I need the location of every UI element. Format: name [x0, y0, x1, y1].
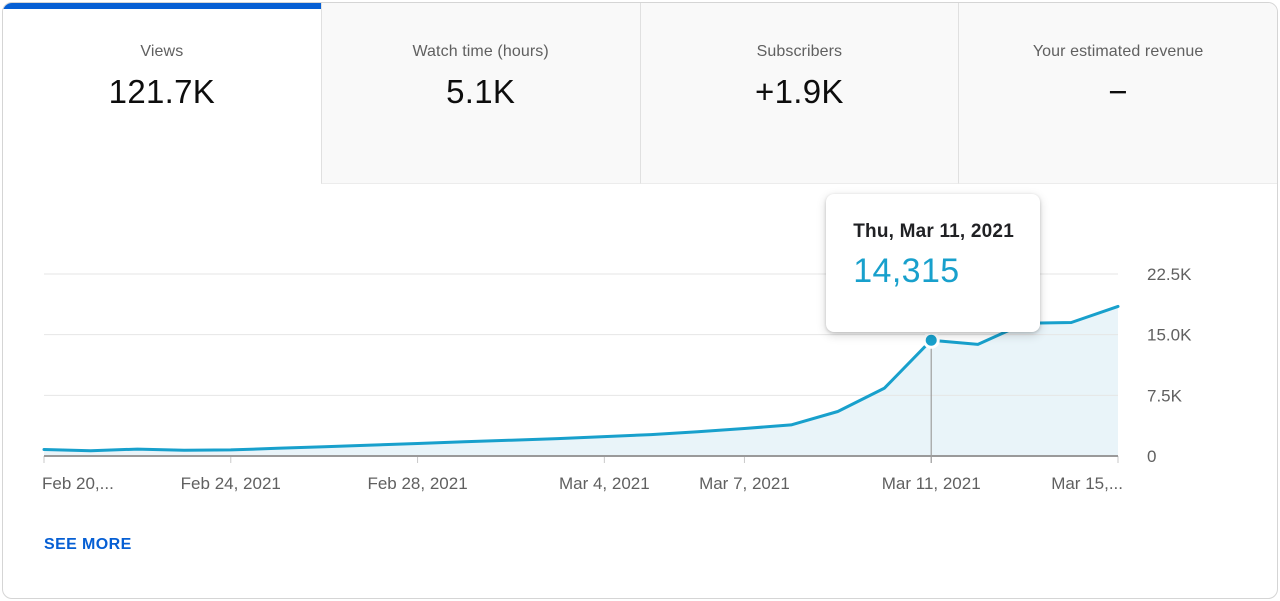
tab-value: 5.1K	[446, 73, 516, 110]
active-tab-indicator	[3, 3, 321, 9]
metric-tabs: Views 121.7K Watch time (hours) 5.1K Sub…	[3, 3, 1277, 184]
tab-label: Views	[140, 43, 184, 60]
y-axis-label: 15.0K	[1147, 326, 1192, 345]
tab-label: Subscribers	[756, 43, 843, 60]
y-axis-label: 0	[1147, 447, 1156, 466]
tab-subscribers[interactable]: Subscribers +1.9K	[639, 3, 959, 184]
tab-estimated-revenue[interactable]: Your estimated revenue −	[958, 3, 1277, 184]
tooltip-value: 14,315	[853, 252, 960, 291]
tab-label: Watch time (hours)	[412, 43, 549, 60]
tab-value: +1.9K	[755, 73, 844, 110]
tab-value: 121.7K	[108, 73, 216, 110]
y-axis-label: 7.5K	[1147, 386, 1183, 405]
tab-watch-time[interactable]: Watch time (hours) 5.1K	[320, 3, 640, 184]
chart-area-fill	[44, 306, 1118, 456]
views-line-chart[interactable]: 0 7.5K 15.0K 22.5K Feb 20,... Feb 24, 2021 Feb…	[3, 184, 1277, 506]
x-axis-label: Mar 4, 2021	[559, 474, 650, 493]
tab-value: −	[1108, 73, 1128, 110]
x-axis-label: Feb 20,...	[42, 474, 114, 493]
tab-label: Your estimated revenue	[1032, 43, 1204, 60]
x-axis-label: Mar 11, 2021	[882, 474, 981, 493]
tooltip-date: Thu, Mar 11, 2021	[853, 221, 1014, 243]
see-more-link[interactable]: SEE MORE	[44, 536, 132, 553]
card-footer: SEE MORE	[3, 506, 1277, 554]
x-axis-label: Feb 28, 2021	[367, 474, 467, 493]
x-axis-label: Mar 7, 2021	[699, 474, 790, 493]
tab-views[interactable]: Views 121.7K	[3, 3, 321, 184]
chart-tooltip: Thu, Mar 11, 2021 14,315	[826, 194, 1041, 333]
hover-dot[interactable]	[922, 331, 940, 349]
y-axis-label: 22.5K	[1147, 265, 1192, 284]
x-axis-label: Feb 24, 2021	[181, 474, 281, 493]
x-axis-label: Mar 15,...	[1051, 474, 1123, 493]
chart-canvas[interactable]: 0 7.5K 15.0K 22.5K Feb 20,... Feb 24, 2021 Feb…	[3, 184, 1277, 506]
